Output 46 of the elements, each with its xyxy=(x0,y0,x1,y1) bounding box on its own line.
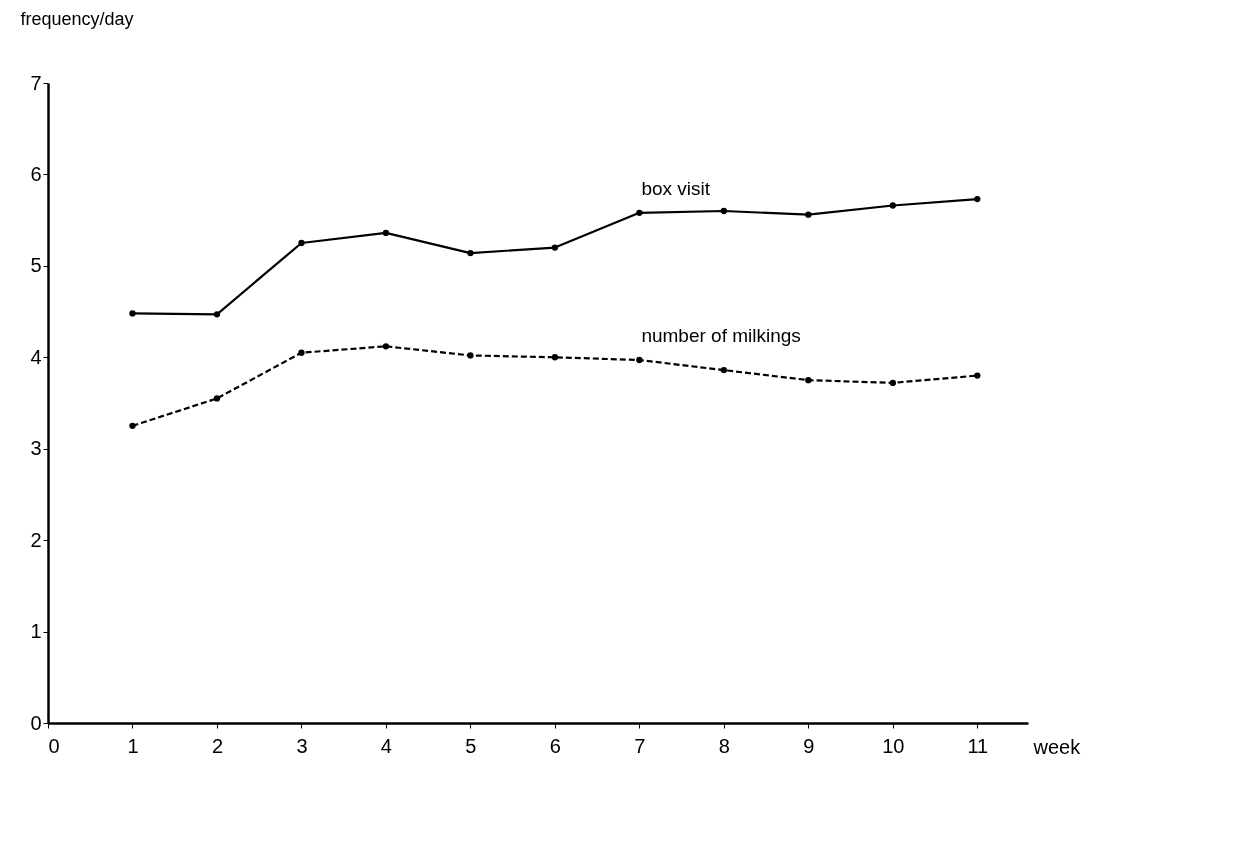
y-tick-label: 4 xyxy=(30,345,42,368)
point xyxy=(889,379,896,387)
point xyxy=(889,202,896,209)
point xyxy=(382,229,390,237)
point xyxy=(636,209,643,216)
point xyxy=(129,310,136,317)
point xyxy=(298,239,305,247)
x-tick-label: 0 xyxy=(48,734,60,757)
point xyxy=(467,249,474,257)
point xyxy=(467,352,474,359)
x-tick-label: 3 xyxy=(296,734,308,757)
point xyxy=(551,354,559,361)
x-tick-label: 7 xyxy=(634,734,646,757)
x-tick-label: 5 xyxy=(465,734,477,757)
point xyxy=(974,195,981,203)
y-tick-label: 3 xyxy=(30,437,42,460)
x-tick-label: 6 xyxy=(549,734,561,757)
point xyxy=(805,211,812,218)
y-tick-label: 7 xyxy=(30,71,42,94)
x-axis-title: week xyxy=(1032,735,1082,758)
y-tick-label: 1 xyxy=(30,620,42,643)
x-tick-label: 1 xyxy=(127,734,139,757)
point xyxy=(298,349,305,356)
y-tick-label: 5 xyxy=(30,254,42,277)
point xyxy=(720,366,728,374)
x-tick-label: 2 xyxy=(211,734,224,757)
y-tick-label: 6 xyxy=(30,162,42,185)
point xyxy=(636,356,643,364)
point xyxy=(213,311,221,318)
point xyxy=(974,372,981,379)
x-tick-label: 8 xyxy=(718,734,730,757)
point xyxy=(129,422,136,430)
series-label: box visit xyxy=(641,177,711,199)
series-label: number of milkings xyxy=(641,325,801,347)
point xyxy=(805,376,812,384)
y-axis-title: frequency/day xyxy=(20,8,134,29)
y-tick-label: 0 xyxy=(30,711,42,734)
x-tick-label: 4 xyxy=(380,734,392,757)
y-tick-label: 2 xyxy=(30,528,42,551)
x-tick-label: 10 xyxy=(882,734,905,757)
point xyxy=(720,207,728,215)
x-tick-label: 11 xyxy=(967,734,989,757)
point xyxy=(213,395,221,402)
point xyxy=(551,244,559,251)
x-tick-label: 9 xyxy=(803,734,815,757)
point xyxy=(382,343,390,350)
